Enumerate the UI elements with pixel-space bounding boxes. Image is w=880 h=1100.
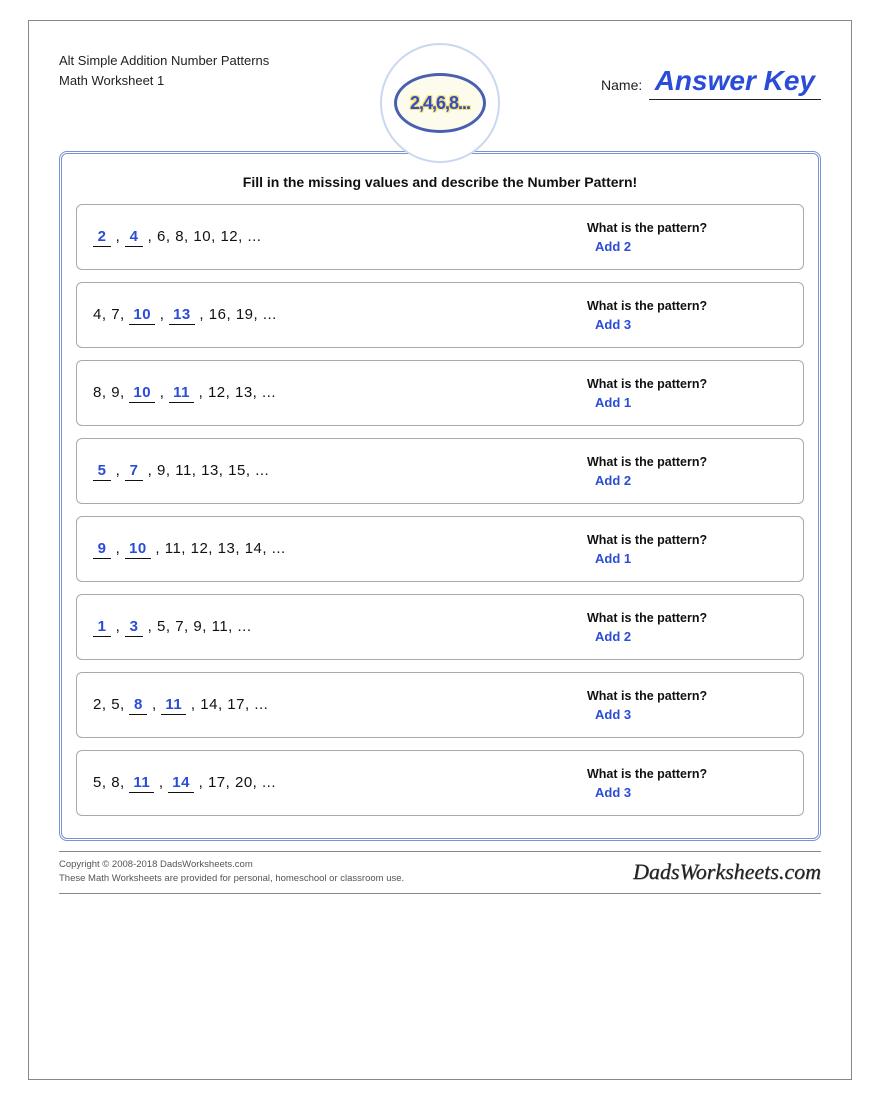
blank-answer: 8 — [129, 696, 147, 715]
pattern-block: What is the pattern? Add 2 — [587, 611, 787, 644]
blank-answer: 11 — [169, 384, 194, 403]
answer-key-text: Answer Key — [649, 65, 821, 100]
problem-row: 4, 7, 10 , 13 , 16, 19, ... What is the p… — [76, 282, 804, 348]
pattern-question: What is the pattern? — [587, 221, 787, 235]
name-block: Name: Answer Key — [531, 65, 821, 100]
pattern-block: What is the pattern? Add 3 — [587, 767, 787, 800]
pattern-question: What is the pattern? — [587, 455, 787, 469]
number-sequence: 5 , 7 , 9, 11, 13, 15, ... — [93, 462, 269, 481]
pattern-block: What is the pattern? Add 1 — [587, 377, 787, 410]
main-panel: Fill in the missing values and describe … — [59, 151, 821, 841]
blank-answer: 11 — [129, 774, 154, 793]
blank-answer: 2 — [93, 228, 111, 247]
blank-answer: 10 — [125, 540, 151, 559]
pattern-block: What is the pattern? Add 2 — [587, 455, 787, 488]
problem-row: 2 , 4 , 6, 8, 10, 12, ... What is the pat… — [76, 204, 804, 270]
problems-container: 2 , 4 , 6, 8, 10, 12, ... What is the pat… — [76, 204, 804, 816]
pattern-answer: Add 1 — [587, 551, 787, 566]
pattern-block: What is the pattern? Add 2 — [587, 221, 787, 254]
pattern-question: What is the pattern? — [587, 299, 787, 313]
name-label: Name: — [601, 77, 642, 93]
blank-answer: 11 — [161, 696, 186, 715]
pattern-answer: Add 2 — [587, 629, 787, 644]
number-sequence: 1 , 3 , 5, 7, 9, 11, ... — [93, 618, 252, 637]
pattern-answer: Add 3 — [587, 707, 787, 722]
number-sequence: 9 , 10 , 11, 12, 13, 14, ... — [93, 540, 286, 559]
title-block: Alt Simple Addition Number Patterns Math… — [59, 51, 329, 90]
pattern-question: What is the pattern? — [587, 533, 787, 547]
blank-answer: 10 — [129, 384, 155, 403]
blank-answer: 10 — [129, 306, 155, 325]
problem-row: 8, 9, 10 , 11 , 12, 13, ... What is the p… — [76, 360, 804, 426]
badge-inner-oval: 2,4,6,8... — [394, 73, 486, 133]
pattern-answer: Add 2 — [587, 239, 787, 254]
title-line-1: Alt Simple Addition Number Patterns — [59, 51, 329, 71]
problem-row: 2, 5, 8 , 11 , 14, 17, ... What is the pa… — [76, 672, 804, 738]
pattern-question: What is the pattern? — [587, 377, 787, 391]
pattern-question: What is the pattern? — [587, 611, 787, 625]
footer: Copyright © 2008-2018 DadsWorksheets.com… — [59, 851, 821, 894]
problem-row: 1 , 3 , 5, 7, 9, 11, ... What is the patt… — [76, 594, 804, 660]
pattern-answer: Add 2 — [587, 473, 787, 488]
title-line-2: Math Worksheet 1 — [59, 71, 329, 91]
blank-answer: 1 — [93, 618, 111, 637]
footer-brand: DadsWorksheets.com — [633, 859, 821, 885]
blank-answer: 9 — [93, 540, 111, 559]
pattern-block: What is the pattern? Add 3 — [587, 689, 787, 722]
number-sequence: 5, 8, 11 , 14 , 17, 20, ... — [93, 774, 276, 793]
problem-row: 9 , 10 , 11, 12, 13, 14, ... What is the … — [76, 516, 804, 582]
instructions: Fill in the missing values and describe … — [76, 174, 804, 190]
pattern-answer: Add 3 — [587, 785, 787, 800]
badge-outer-circle: 2,4,6,8... — [380, 43, 500, 163]
blank-answer: 13 — [169, 306, 195, 325]
footer-left: Copyright © 2008-2018 DadsWorksheets.com… — [59, 858, 404, 887]
number-sequence: 8, 9, 10 , 11 , 12, 13, ... — [93, 384, 276, 403]
pattern-block: What is the pattern? Add 3 — [587, 299, 787, 332]
number-sequence: 4, 7, 10 , 13 , 16, 19, ... — [93, 306, 277, 325]
number-sequence: 2 , 4 , 6, 8, 10, 12, ... — [93, 228, 261, 247]
worksheet-page: Alt Simple Addition Number Patterns Math… — [28, 20, 852, 1080]
blank-answer: 5 — [93, 462, 111, 481]
blank-answer: 3 — [125, 618, 143, 637]
blank-answer: 14 — [168, 774, 194, 793]
number-sequence: 2, 5, 8 , 11 , 14, 17, ... — [93, 696, 268, 715]
pattern-answer: Add 1 — [587, 395, 787, 410]
problem-row: 5 , 7 , 9, 11, 13, 15, ... What is the pa… — [76, 438, 804, 504]
pattern-question: What is the pattern? — [587, 689, 787, 703]
pattern-block: What is the pattern? Add 1 — [587, 533, 787, 566]
footer-note: These Math Worksheets are provided for p… — [59, 872, 404, 886]
blank-answer: 7 — [125, 462, 143, 481]
header: Alt Simple Addition Number Patterns Math… — [59, 51, 821, 141]
blank-answer: 4 — [125, 228, 143, 247]
pattern-answer: Add 3 — [587, 317, 787, 332]
badge-text: 2,4,6,8... — [410, 93, 470, 114]
problem-row: 5, 8, 11 , 14 , 17, 20, ... What is the p… — [76, 750, 804, 816]
pattern-question: What is the pattern? — [587, 767, 787, 781]
copyright: Copyright © 2008-2018 DadsWorksheets.com — [59, 858, 404, 872]
